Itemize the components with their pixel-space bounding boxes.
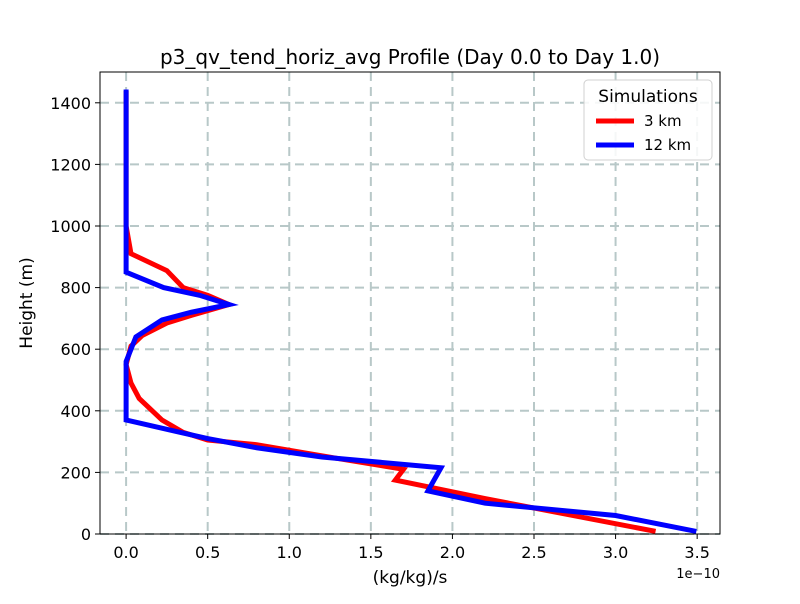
y-tick-label: 1400	[50, 94, 91, 113]
y-tick-label: 400	[60, 402, 91, 421]
legend-entries: 3 km 12 km	[596, 112, 691, 154]
y-tick-label: 600	[60, 340, 91, 359]
legend-title: Simulations	[598, 87, 698, 107]
y-tick-label: 200	[60, 463, 91, 482]
y-tick-label: 0	[81, 525, 91, 544]
x-axis-label: (kg/kg)/s	[373, 568, 448, 588]
y-tick-label: 1200	[50, 155, 91, 174]
x-axis: 0.0 0.5 1.0 1.5 2.0 2.5 3.0 3.5	[113, 534, 710, 562]
y-axis-label: Height (m)	[17, 257, 37, 348]
x-axis-offset-label: 1e−10	[676, 567, 720, 582]
legend: Simulations 3 km 12 km	[583, 79, 713, 161]
plot-area-frame	[99, 71, 721, 535]
series-line-12km	[123, 89, 697, 534]
chart-title: p3_qv_tend_horiz_avg Profile (Day 0.0 to…	[160, 45, 660, 69]
y-tick-label: 1000	[50, 217, 91, 236]
y-tick-label: 800	[60, 279, 91, 298]
x-tick-label: 3.0	[603, 543, 628, 562]
y-axis: 0 200 400 600 800 1000 1200 1400	[50, 94, 100, 544]
legend-label: 12 km	[644, 136, 691, 154]
x-tick-label: 3.5	[684, 543, 709, 562]
x-tick-label: 0.5	[195, 543, 220, 562]
legend-label: 3 km	[644, 112, 682, 130]
x-tick-label: 2.5	[521, 543, 546, 562]
x-tick-label: 1.5	[358, 543, 383, 562]
x-tick-label: 0.0	[113, 543, 138, 562]
x-tick-label: 1.0	[277, 543, 302, 562]
legend-box	[583, 79, 713, 161]
x-tick-label: 2.0	[440, 543, 465, 562]
series-lines	[123, 89, 697, 534]
